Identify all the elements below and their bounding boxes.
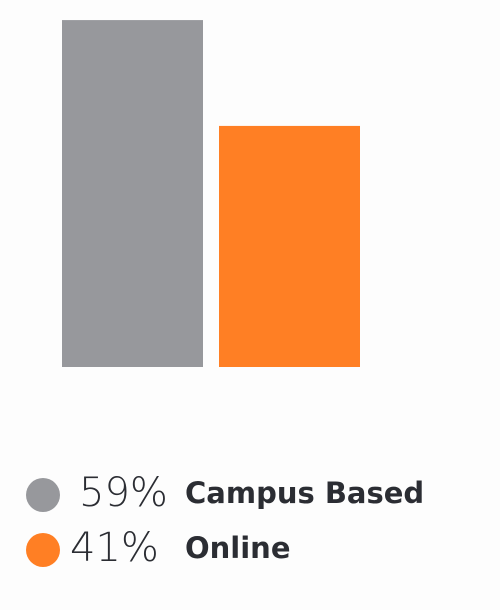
value-label: 59%: [79, 470, 168, 516]
legend-label: Online: [185, 531, 291, 565]
legend-swatch: [26, 533, 60, 567]
bar: [219, 125, 360, 367]
value-label: 41%: [70, 525, 159, 571]
legend-swatch: [26, 478, 60, 512]
legend-label: Campus Based: [185, 476, 424, 510]
bar: [62, 20, 203, 368]
